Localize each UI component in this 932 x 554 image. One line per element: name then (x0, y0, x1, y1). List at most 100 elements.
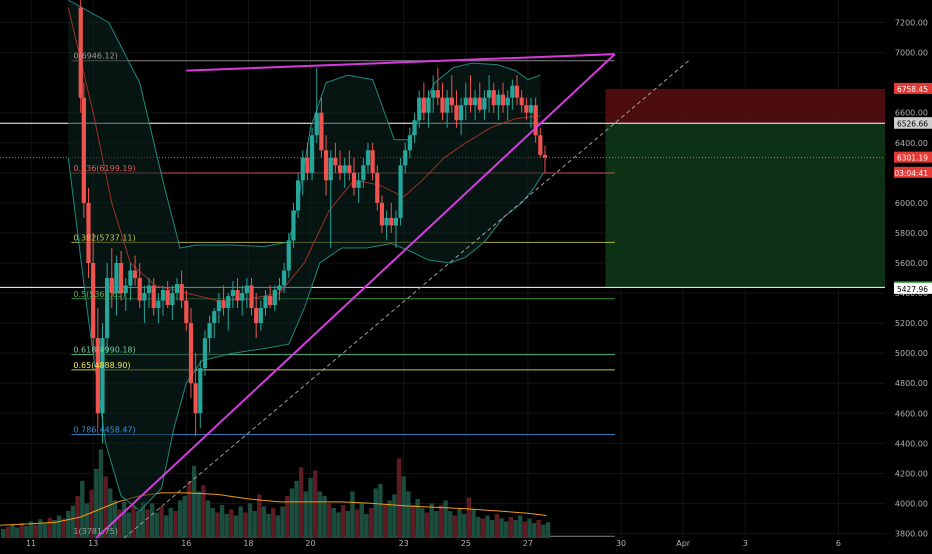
candle-body (524, 105, 529, 113)
candle-body (323, 150, 329, 181)
volume-bar (229, 509, 234, 538)
candle-body (445, 97, 450, 113)
fib-level-label: 0.65(4888.90) (73, 361, 130, 370)
volume-bar (545, 522, 551, 538)
volume-bar (476, 516, 481, 538)
price-tags-layer: 6758.456529.746526.666301.1903:04:415437… (894, 82, 932, 294)
candle-body (337, 165, 343, 173)
volume-bar (508, 516, 514, 538)
price-tag-bg (894, 82, 932, 94)
volume-bar (303, 491, 309, 538)
candle-body (449, 97, 454, 106)
price-tag-label: 6301.19 (897, 154, 928, 163)
candle-body (309, 135, 315, 173)
volume-bar (131, 504, 136, 538)
candle-body (417, 97, 422, 121)
volume-bar (448, 510, 453, 538)
candle-body (496, 94, 501, 106)
price-tag-bg (894, 151, 932, 163)
volume-bar (368, 507, 374, 538)
trendlines-layer[interactable] (95, 53, 690, 539)
candle-body (514, 85, 520, 98)
candle-body (379, 202, 385, 226)
volume-bar (322, 495, 327, 538)
volume-bar (373, 488, 378, 538)
y-tick-label: 4600.00 (895, 409, 928, 418)
candle-body (435, 90, 440, 98)
volume-bar (438, 504, 444, 538)
volume-bar (126, 512, 132, 538)
candle-body (300, 157, 305, 181)
volume-bar (108, 488, 113, 538)
fib-level-label: 0.786(4458.47) (73, 426, 135, 435)
candle-body (296, 180, 301, 211)
volume-bar (19, 522, 24, 538)
y-tick-label: 5600.00 (895, 259, 928, 268)
candle-body (459, 105, 464, 121)
volume-bar (331, 507, 337, 538)
candle-body (128, 270, 133, 286)
candle-body (123, 285, 128, 294)
fib-level-label: 0(6946.12) (73, 52, 117, 61)
volume-bar (527, 518, 532, 538)
candle-body (361, 165, 366, 181)
volume-bar (47, 517, 52, 538)
y-tick-label: 5800.00 (895, 229, 928, 238)
candle-body (91, 262, 96, 339)
x-tick-label: 3 (743, 539, 748, 548)
y-axis: 3800.00 4000.00 4200.00 4400.00 4600.00 4800.… (885, 0, 932, 550)
candle-body (142, 293, 147, 301)
volume-bar (326, 503, 332, 538)
candle-body (342, 165, 347, 173)
candle-body (151, 285, 156, 309)
candle-body (230, 290, 235, 297)
y-tick-label: 5200.00 (895, 319, 928, 328)
volume-bar (135, 510, 141, 538)
volume-bar (196, 491, 201, 538)
candle-body (454, 105, 459, 121)
candle-body (505, 97, 510, 106)
candle-body (500, 94, 506, 106)
candle-body (268, 296, 273, 306)
volume-bar (280, 506, 285, 538)
volume-bar (38, 519, 43, 538)
candle-body (333, 157, 338, 166)
candle-body (314, 112, 319, 136)
candle-body (426, 97, 431, 113)
volume-bar (98, 449, 104, 538)
candle-body (328, 157, 333, 181)
volume-bar (350, 491, 355, 538)
y-tick-label: 7000.00 (895, 49, 928, 58)
candle-body (81, 97, 86, 203)
candle-body (398, 165, 403, 218)
candle-body (272, 290, 277, 306)
volume-bar (531, 522, 537, 538)
volume-bar (224, 513, 229, 538)
volume-bar (257, 494, 262, 538)
volume-bar (187, 480, 192, 538)
y-tick-label: 6400.00 (895, 139, 928, 148)
volume-bar (0, 528, 6, 538)
volume-bar (182, 495, 187, 538)
volume-bar (536, 519, 541, 538)
x-tick-label: 20 (305, 539, 315, 548)
candle-body (249, 285, 254, 309)
volume-bar (275, 515, 281, 538)
take-profit-zone (605, 123, 885, 288)
candle-body (165, 290, 170, 306)
volume-bar (503, 521, 509, 538)
volume-bar (489, 519, 495, 538)
fib-level-label: 0.382(5737.11) (73, 233, 135, 242)
stop-loss-zone (605, 88, 885, 124)
volume-bar (61, 518, 66, 538)
volume-bar (406, 491, 411, 538)
candle-body (277, 285, 282, 291)
candle-body (319, 112, 324, 151)
volume-bar (340, 504, 346, 538)
price-tag-bg (894, 166, 932, 178)
volume-bar (443, 500, 448, 538)
candle-body (216, 300, 222, 312)
candle-body (473, 97, 478, 106)
